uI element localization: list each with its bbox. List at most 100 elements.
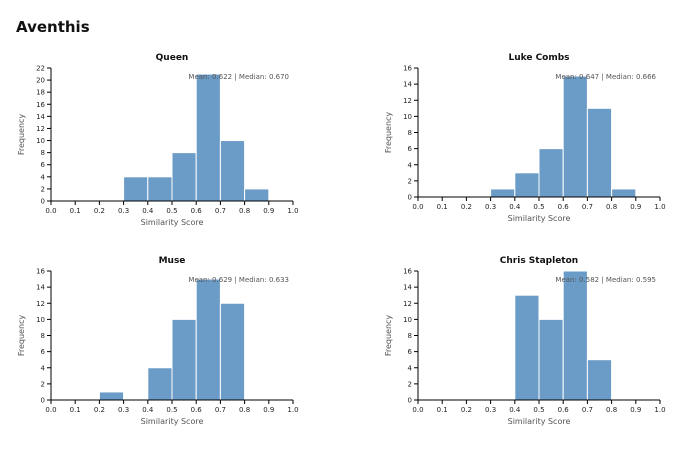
chart-3-bar-5 bbox=[219, 302, 246, 401]
chart-2-y-tick-label-4: 8 bbox=[408, 129, 412, 137]
chart-4-x-tick-label-8: 0.8 bbox=[606, 406, 617, 414]
chart-3-x-tick-label-5: 0.5 bbox=[166, 406, 177, 414]
chart-1-y-tick-label-1: 2 bbox=[41, 185, 45, 193]
chart-3-x-tick-label-4: 0.4 bbox=[142, 406, 154, 414]
chart-4-y-tick-label-8: 16 bbox=[403, 268, 412, 276]
chart-2-x-tick-label-7: 0.7 bbox=[582, 203, 593, 211]
chart-2-bar-4 bbox=[562, 75, 588, 198]
chart-1-x-tick-label-5: 0.5 bbox=[166, 207, 177, 215]
chart-4-y-tick-label-3: 6 bbox=[408, 348, 413, 356]
chart-4-x-tick-label-10: 1.0 bbox=[654, 406, 665, 414]
chart-4-bar-4 bbox=[586, 359, 613, 401]
chart-1-y-tick-label-11: 22 bbox=[36, 65, 45, 73]
chart-1-y-axis-label: Frequency bbox=[17, 114, 26, 156]
chart-4-x-tick-label-9: 0.9 bbox=[630, 406, 641, 414]
chart-2-bar-6 bbox=[611, 188, 637, 198]
chart-2-y-tick-label-5: 10 bbox=[403, 113, 412, 121]
chart-4-y-tick-label-1: 2 bbox=[408, 380, 412, 388]
chart-2-y-tick-label-1: 2 bbox=[408, 177, 412, 185]
chart-4-x-axis-label: Similarity Score bbox=[508, 417, 571, 426]
chart-4-bar-2 bbox=[538, 318, 564, 401]
chart-2-bar-5 bbox=[586, 107, 613, 198]
chart-1-y-tick-label-9: 18 bbox=[36, 89, 45, 97]
chart-3-y-tick-label-3: 6 bbox=[41, 348, 46, 356]
chart-4-x-tick-label-4: 0.4 bbox=[509, 406, 521, 414]
chart-4-stats-annotation: Mean: 0.582 | Median: 0.595 bbox=[555, 276, 656, 284]
chart-1-y-tick-label-6: 12 bbox=[36, 125, 45, 133]
chart-1-bar-4 bbox=[195, 73, 221, 202]
chart-4-y-tick-label-4: 8 bbox=[408, 332, 412, 340]
chart-1-x-tick-label-2: 0.2 bbox=[94, 207, 105, 215]
chart-3-bar-4 bbox=[195, 278, 221, 401]
chart-2-x-tick-label-1: 0.1 bbox=[437, 203, 448, 211]
chart-3-x-tick-label-8: 0.8 bbox=[239, 406, 250, 414]
chart-4-title: Chris Stapleton bbox=[500, 256, 578, 266]
chart-2-x-tick-label-9: 0.9 bbox=[630, 203, 641, 211]
chart-3-bar-1 bbox=[98, 391, 125, 401]
chart-3-title: Muse bbox=[159, 256, 186, 266]
chart-2-x-tick-label-4: 0.4 bbox=[509, 203, 521, 211]
chart-1-bar-6 bbox=[244, 188, 270, 202]
chart-3-x-tick-label-0: 0.0 bbox=[45, 406, 56, 414]
chart-2-y-tick-label-8: 16 bbox=[403, 65, 412, 73]
chart-3-x-tick-label-6: 0.6 bbox=[191, 406, 203, 414]
chart-1-y-tick-label-5: 10 bbox=[36, 137, 45, 145]
chart-1-bar-1 bbox=[123, 176, 149, 202]
chart-1-x-tick-label-9: 0.9 bbox=[263, 207, 274, 215]
chart-1-bar-5 bbox=[219, 140, 246, 202]
chart-2-x-tick-label-8: 0.8 bbox=[606, 203, 617, 211]
chart-4-bar-1 bbox=[514, 294, 540, 401]
chart-3-y-tick-label-1: 2 bbox=[41, 380, 45, 388]
chart-1-x-tick-label-10: 1.0 bbox=[287, 207, 298, 215]
chart-4-x-tick-label-5: 0.5 bbox=[533, 406, 544, 414]
chart-1-y-tick-label-0: 0 bbox=[41, 198, 45, 206]
chart-1-x-tick-label-6: 0.6 bbox=[191, 207, 203, 215]
chart-1-stats-annotation: Mean: 0.622 | Median: 0.670 bbox=[188, 73, 289, 81]
chart-2-y-tick-label-2: 4 bbox=[408, 161, 413, 169]
chart-3-y-tick-label-4: 8 bbox=[41, 332, 45, 340]
chart-3-x-tick-label-1: 0.1 bbox=[70, 406, 81, 414]
chart-1-title: Queen bbox=[156, 53, 189, 63]
chart-1-x-tick-label-0: 0.0 bbox=[45, 207, 56, 215]
chart-2-y-tick-label-3: 6 bbox=[408, 145, 413, 153]
chart-1-x-tick-label-3: 0.3 bbox=[118, 207, 129, 215]
chart-4-y-tick-label-2: 4 bbox=[408, 364, 413, 372]
chart-1-y-tick-label-7: 14 bbox=[36, 113, 45, 121]
chart-3-x-tick-label-10: 1.0 bbox=[287, 406, 298, 414]
chart-3-x-tick-label-3: 0.3 bbox=[118, 406, 129, 414]
chart-3-y-tick-label-6: 12 bbox=[36, 300, 45, 308]
chart-2-x-tick-label-10: 1.0 bbox=[654, 203, 665, 211]
chart-3-x-tick-label-7: 0.7 bbox=[215, 406, 226, 414]
chart-4-bar-3 bbox=[562, 270, 588, 401]
chart-2-x-tick-label-0: 0.0 bbox=[412, 203, 423, 211]
chart-1-x-tick-label-8: 0.8 bbox=[239, 207, 250, 215]
chart-4-x-tick-label-0: 0.0 bbox=[412, 406, 423, 414]
chart-3-x-axis-label: Similarity Score bbox=[141, 417, 204, 426]
chart-2-y-tick-label-7: 14 bbox=[403, 81, 412, 89]
chart-1-y-tick-label-4: 8 bbox=[41, 149, 45, 157]
chart-4-y-axis-label: Frequency bbox=[384, 315, 393, 357]
chart-1-bar-2 bbox=[147, 176, 173, 202]
chart-1-y-tick-label-10: 20 bbox=[36, 77, 45, 85]
page-title: Aventhis bbox=[16, 18, 90, 36]
chart-2-bar-2 bbox=[514, 172, 540, 198]
chart-4-y-tick-label-7: 14 bbox=[403, 284, 412, 292]
chart-3-bar-2 bbox=[147, 367, 173, 401]
chart-3-bar-3 bbox=[171, 318, 197, 401]
chart-2-x-tick-label-6: 0.6 bbox=[558, 203, 570, 211]
chart-3-x-tick-label-2: 0.2 bbox=[94, 406, 105, 414]
chart-3-y-axis-label: Frequency bbox=[17, 315, 26, 357]
chart-4-y-tick-label-0: 0 bbox=[408, 397, 412, 405]
chart-3-x-tick-label-9: 0.9 bbox=[263, 406, 274, 414]
chart-2-y-tick-label-6: 12 bbox=[403, 97, 412, 105]
chart-4-y-tick-label-6: 12 bbox=[403, 300, 412, 308]
chart-1-bar-3 bbox=[171, 152, 197, 202]
chart-1-y-tick-label-3: 6 bbox=[41, 161, 46, 169]
chart-2-title: Luke Combs bbox=[508, 53, 569, 63]
chart-4-x-tick-label-1: 0.1 bbox=[437, 406, 448, 414]
chart-4-x-tick-label-7: 0.7 bbox=[582, 406, 593, 414]
chart-2-x-tick-label-2: 0.2 bbox=[461, 203, 472, 211]
chart-4-y-tick-label-5: 10 bbox=[403, 316, 412, 324]
chart-2-bar-1 bbox=[490, 188, 516, 198]
